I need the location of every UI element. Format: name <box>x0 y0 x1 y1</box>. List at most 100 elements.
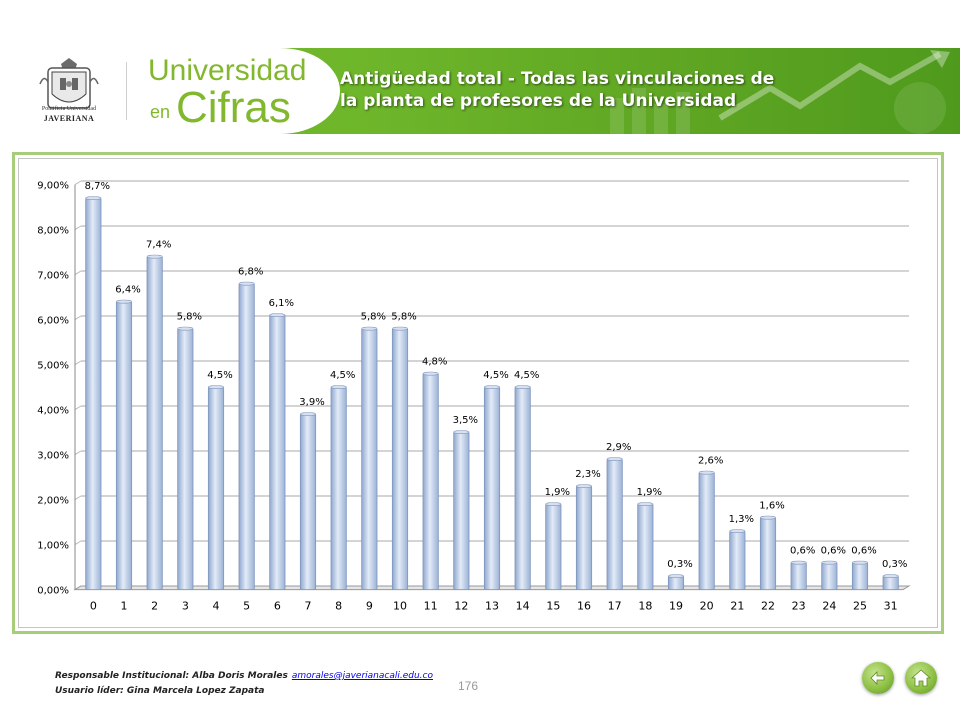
x-tick-label: 22 <box>761 600 775 613</box>
y-tick-label: 8,00% <box>37 226 69 237</box>
footer-usuario: Usuario líder: Gina Marcela Lopez Zapata <box>55 686 265 696</box>
gridline-depth <box>74 225 82 231</box>
data-label: 8,7% <box>85 181 110 192</box>
bar <box>514 386 531 591</box>
x-tick-label: 6 <box>274 600 281 613</box>
bar-top <box>545 502 562 507</box>
bar-top <box>208 385 224 390</box>
x-tick-label: 18 <box>638 600 652 613</box>
data-label: 3,5% <box>453 415 478 426</box>
y-tick-label: 5,00% <box>37 361 69 372</box>
x-tick-label: 19 <box>669 600 683 613</box>
bar <box>85 197 102 590</box>
bar <box>729 530 746 591</box>
data-label: 4,5% <box>514 370 539 381</box>
x-tick-label: 17 <box>608 600 622 613</box>
data-label: 2,6% <box>698 456 723 467</box>
x-tick-label: 9 <box>366 600 373 613</box>
x-tick-label: 0 <box>90 600 97 613</box>
banner-growth-arrow-decoration <box>610 50 950 134</box>
y-tick-label: 2,00% <box>37 496 69 507</box>
bar <box>851 562 869 591</box>
bar-top <box>606 457 623 462</box>
x-tick-label: 3 <box>182 600 189 613</box>
data-label: 4,5% <box>483 370 508 381</box>
bar-top <box>484 385 500 390</box>
gridline-depth <box>74 450 82 456</box>
university-crest-logo <box>39 58 99 109</box>
bar-top <box>760 515 776 520</box>
chart-area: 0,00% 1,00% 2,00% 3,00% 4,00% 5,00% 6,00% 7,00%… <box>18 158 938 628</box>
bar <box>453 431 470 591</box>
y-tick-label: 6,00% <box>37 316 69 327</box>
page-title-line1: Antigüedad total - Todas las vinculacion… <box>340 69 775 89</box>
gridline-depth <box>74 405 82 411</box>
bar-chart: 0,00% 1,00% 2,00% 3,00% 4,00% 5,00% 6,00% 7,00%… <box>37 180 911 613</box>
footer-email-link[interactable]: amorales@javerianacali.edu.co <box>291 671 433 681</box>
bar <box>330 386 347 591</box>
brand-cifras: Cifras <box>176 83 291 132</box>
gridline-depth <box>74 180 82 186</box>
x-tick-label: 2 <box>151 600 158 613</box>
bar-top <box>269 313 286 318</box>
x-tick-label: 10 <box>393 600 407 613</box>
bar <box>637 503 654 591</box>
bar <box>759 517 777 591</box>
y-tick-label: 3,00% <box>37 451 69 462</box>
bar <box>391 328 409 591</box>
bar <box>177 328 194 591</box>
data-label: 6,4% <box>115 285 140 296</box>
x-tick-label: 12 <box>454 600 468 613</box>
bar-top <box>790 560 807 565</box>
bar <box>361 328 378 591</box>
data-label: 3,9% <box>299 397 324 408</box>
data-label: 0,3% <box>667 559 692 570</box>
x-tick-label: 15 <box>546 600 560 613</box>
bar-top <box>821 560 838 565</box>
data-label: 6,8% <box>238 267 263 278</box>
bar <box>545 503 562 591</box>
page-title: Antigüedad total - Todas las vinculacion… <box>340 68 800 112</box>
header-banner: Pontificia Universidad JAVERIANA Univers… <box>0 48 960 134</box>
bar-top <box>85 196 102 201</box>
bar-top <box>729 529 746 534</box>
home-button[interactable] <box>905 662 937 694</box>
bar <box>882 575 899 591</box>
bar-top <box>698 470 715 475</box>
bar-top <box>177 326 194 331</box>
data-label: 7,4% <box>146 240 171 251</box>
back-button[interactable] <box>862 662 894 694</box>
footer-responsable-label: Responsable Institucional: Alba Doris Mo… <box>55 671 288 681</box>
bar <box>299 413 317 591</box>
bar-top <box>330 385 347 390</box>
gridline-depth <box>74 540 82 546</box>
data-label: 0,6% <box>851 546 876 557</box>
chart-frame: 0,00% 1,00% 2,00% 3,00% 4,00% 5,00% 6,00% 7,00%… <box>12 152 944 634</box>
bar-top <box>422 371 439 376</box>
data-label: 4,5% <box>330 370 355 381</box>
x-tick-label: 5 <box>243 600 250 613</box>
gridline-depth <box>74 360 82 366</box>
bar <box>146 256 163 590</box>
bar <box>483 386 501 591</box>
y-tick-label: 1,00% <box>37 541 69 552</box>
bar <box>606 458 623 591</box>
bar <box>207 386 225 591</box>
y-tick-label: 0,00% <box>37 586 69 597</box>
bar-top <box>637 502 654 507</box>
bar-top <box>576 484 592 489</box>
bar-top <box>852 560 868 565</box>
bar <box>667 575 685 591</box>
bar-top <box>514 385 531 390</box>
y-tick-label: 7,00% <box>37 271 69 282</box>
bar-top <box>882 574 899 579</box>
data-label: 5,8% <box>177 312 202 323</box>
gridline-depth <box>74 315 82 321</box>
data-label: 4,8% <box>422 357 447 368</box>
data-label: 2,3% <box>575 469 600 480</box>
x-tick-label: 11 <box>424 600 438 613</box>
data-label: 0,3% <box>882 559 907 570</box>
bar-top <box>668 574 684 579</box>
x-tick-label: 31 <box>884 600 898 613</box>
x-tick-label: 24 <box>822 600 836 613</box>
